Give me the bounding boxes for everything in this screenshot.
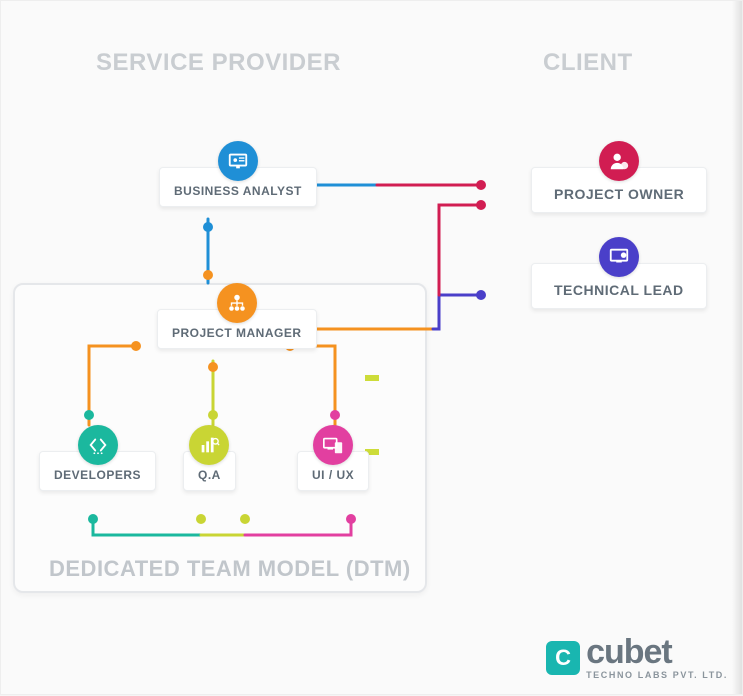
- accent-mark: [365, 375, 379, 381]
- diagram-canvas: SERVICE PROVIDER CLIENT DEDICATED TEAM M…: [0, 0, 743, 695]
- node-project-owner: PROJECT OWNER: [531, 141, 707, 213]
- node-project-manager: PROJECT MANAGER: [157, 283, 317, 349]
- devices-icon: [313, 425, 353, 465]
- code-icon: [78, 425, 118, 465]
- analyst-icon: [218, 141, 258, 181]
- node-technical-lead: TECHNICAL LEAD: [531, 237, 707, 309]
- hierarchy-icon: [217, 283, 257, 323]
- logo-wordmark: cubet: [586, 635, 728, 669]
- node-business-analyst: BUSINESS ANALYST: [159, 141, 317, 207]
- node-qa: Q.A: [183, 425, 236, 491]
- company-logo: C cubet TECHNO LABS PVT. LTD.: [546, 635, 728, 680]
- logo-tagline: TECHNO LABS PVT. LTD.: [586, 671, 728, 680]
- node-uiux: UI / UX: [297, 425, 369, 491]
- dtm-label: DEDICATED TEAM MODEL (DTM): [49, 556, 411, 582]
- owner-icon: [599, 141, 639, 181]
- logo-mark-icon: C: [546, 641, 580, 675]
- heading-client: CLIENT: [543, 49, 633, 77]
- heading-service-provider: SERVICE PROVIDER: [96, 49, 341, 77]
- monitor-icon: [599, 237, 639, 277]
- node-developers: DEVELOPERS: [39, 425, 156, 491]
